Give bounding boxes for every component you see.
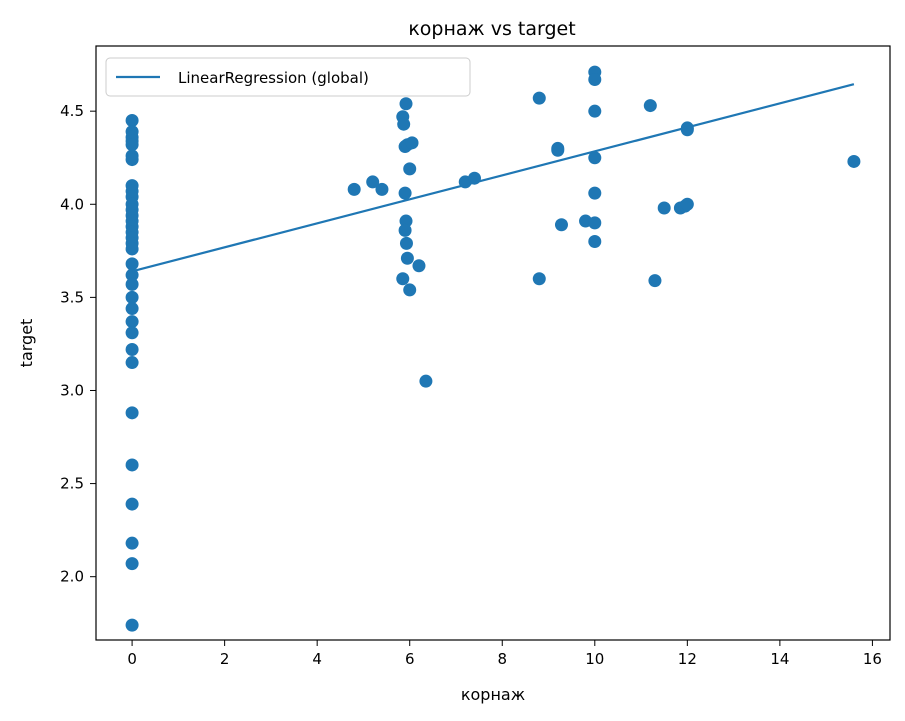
scatter-point (588, 216, 602, 230)
x-tick-label: 6 (405, 650, 415, 668)
x-tick-label: 10 (585, 650, 604, 668)
axes: 0 2 4 6 8 10 12 14 16 2.0 2.5 3.0 3.5 4.0 4.5 (60, 102, 882, 668)
scatter-point (125, 406, 139, 420)
scatter-point (347, 182, 361, 196)
x-tick-label: 4 (312, 650, 322, 668)
legend-box (105, 57, 471, 97)
scatter-point (396, 272, 410, 286)
scatter-point (532, 272, 546, 286)
x-tick-label: 14 (770, 650, 789, 668)
scatter-point (588, 104, 602, 118)
scatter-point (532, 91, 546, 105)
scatter-point (125, 557, 139, 571)
scatter-point (419, 374, 433, 388)
y-tick-label: 3.0 (60, 381, 84, 399)
chart-title: корнаж vs target (408, 18, 575, 40)
scatter-point (554, 218, 568, 232)
x-tick-label: 8 (497, 650, 507, 668)
scatter-point (125, 113, 139, 127)
scatter-point (412, 259, 426, 273)
x-tick-label: 12 (678, 650, 697, 668)
scatter-point (403, 162, 417, 176)
scatter-point (399, 97, 413, 111)
scatter-point (403, 283, 417, 297)
scatter-point (125, 290, 139, 304)
y-tick-label: 4.0 (60, 195, 84, 213)
scatter-point (125, 458, 139, 472)
legend-label: LinearRegression (global) (178, 69, 369, 87)
scatter-point (588, 151, 602, 165)
y-tick-label: 4.5 (60, 102, 84, 120)
scatter-point (657, 201, 671, 215)
scatter-point (399, 236, 413, 250)
scatter-point (125, 153, 139, 167)
scatter-point (588, 73, 602, 87)
scatter-point (551, 143, 565, 157)
scatter-point (125, 268, 139, 282)
x-tick-label: 16 (863, 650, 882, 668)
scatter-point (643, 99, 657, 113)
y-axis-title: target (17, 319, 36, 368)
scatter-point (125, 277, 139, 291)
y-tick-label: 2.5 (60, 475, 84, 493)
scatter-point (125, 343, 139, 357)
scatter-point (375, 182, 389, 196)
y-tick-label: 2.0 (60, 568, 84, 586)
scatter-point (398, 186, 412, 200)
scatter-point (397, 117, 411, 131)
scatter-point (125, 536, 139, 550)
scatter-point (405, 136, 419, 150)
scatter-point (125, 242, 139, 256)
scatter-point (400, 251, 414, 265)
scatter-point (125, 618, 139, 632)
scatter-point (125, 356, 139, 370)
x-tick-label: 0 (127, 650, 137, 668)
y-tick-label: 3.5 (60, 288, 84, 306)
scatter-point (125, 302, 139, 316)
scatter-point (366, 175, 380, 189)
scatter-point (648, 274, 662, 288)
regression-line (131, 83, 855, 273)
scatter-point (588, 235, 602, 249)
scatter-point (125, 257, 139, 271)
scatter-point (398, 223, 412, 237)
legend: LinearRegression (global) (105, 57, 471, 97)
scatter-point (588, 186, 602, 200)
scatter-point (847, 154, 861, 168)
scatter-point (125, 326, 139, 340)
x-tick-label: 2 (220, 650, 230, 668)
scatter-point (125, 497, 139, 511)
scatter-point (125, 138, 139, 152)
plot-frame (95, 45, 891, 641)
scatter-point (125, 315, 139, 329)
plot-area (125, 65, 861, 632)
scatter-point (680, 197, 694, 211)
x-axis-title: корнаж (461, 685, 525, 704)
